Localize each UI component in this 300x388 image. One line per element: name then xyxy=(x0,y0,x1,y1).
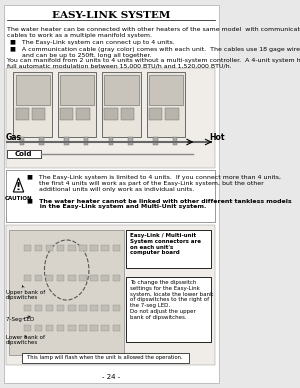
FancyBboxPatch shape xyxy=(126,277,211,342)
Text: ■   A communication cable (gray color) comes with each unit.  The cables use 18 : ■ A communication cable (gray color) com… xyxy=(11,47,300,58)
FancyBboxPatch shape xyxy=(24,275,31,281)
FancyBboxPatch shape xyxy=(126,230,211,268)
FancyBboxPatch shape xyxy=(57,325,64,331)
Text: This lamp will flash when the unit is allowed the operation.: This lamp will flash when the unit is al… xyxy=(27,355,183,360)
FancyBboxPatch shape xyxy=(102,72,141,137)
Text: EASY-LINK SYSTEM: EASY-LINK SYSTEM xyxy=(52,12,170,21)
Text: Lower bank of
dipswitches: Lower bank of dipswitches xyxy=(6,334,45,345)
Text: ■   The Easy-Link system is limited to 4 units.  If you connect more than 4 unit: ■ The Easy-Link system is limited to 4 u… xyxy=(27,175,281,192)
FancyBboxPatch shape xyxy=(6,225,215,365)
FancyBboxPatch shape xyxy=(68,275,76,281)
FancyBboxPatch shape xyxy=(13,72,52,137)
Text: You can manifold from 2 units to 4 units without a multi-system controller.  A 4: You can manifold from 2 units to 4 units… xyxy=(8,58,300,69)
Polygon shape xyxy=(13,178,24,192)
FancyBboxPatch shape xyxy=(6,170,215,222)
FancyBboxPatch shape xyxy=(104,108,118,120)
Text: Upper bank of
dipswitches: Upper bank of dipswitches xyxy=(6,286,45,300)
Text: ■   The water heater cannot be linked with other different tankless models
     : ■ The water heater cannot be linked with… xyxy=(27,198,291,209)
FancyBboxPatch shape xyxy=(90,275,98,281)
FancyBboxPatch shape xyxy=(60,108,73,120)
FancyBboxPatch shape xyxy=(20,137,24,145)
FancyBboxPatch shape xyxy=(76,108,90,120)
FancyBboxPatch shape xyxy=(101,245,109,251)
FancyBboxPatch shape xyxy=(35,275,42,281)
FancyBboxPatch shape xyxy=(90,325,98,331)
Text: - 24 -: - 24 - xyxy=(102,374,120,380)
FancyBboxPatch shape xyxy=(79,325,87,331)
FancyBboxPatch shape xyxy=(172,137,177,145)
FancyBboxPatch shape xyxy=(147,72,185,137)
Text: 7-Seg LED: 7-Seg LED xyxy=(6,316,34,322)
FancyBboxPatch shape xyxy=(46,245,53,251)
FancyBboxPatch shape xyxy=(24,245,31,251)
FancyBboxPatch shape xyxy=(35,245,42,251)
FancyBboxPatch shape xyxy=(32,108,45,120)
FancyBboxPatch shape xyxy=(8,150,41,158)
Text: Gas: Gas xyxy=(6,133,22,142)
FancyBboxPatch shape xyxy=(104,75,139,105)
FancyBboxPatch shape xyxy=(90,305,98,311)
FancyBboxPatch shape xyxy=(68,305,76,311)
FancyBboxPatch shape xyxy=(121,108,134,120)
Text: ■   The Easy-Link system can connect up to 4 units.: ■ The Easy-Link system can connect up to… xyxy=(11,40,175,45)
FancyBboxPatch shape xyxy=(57,275,64,281)
FancyBboxPatch shape xyxy=(153,137,158,145)
FancyBboxPatch shape xyxy=(46,325,53,331)
FancyBboxPatch shape xyxy=(101,325,109,331)
FancyBboxPatch shape xyxy=(101,275,109,281)
FancyBboxPatch shape xyxy=(109,137,113,145)
FancyBboxPatch shape xyxy=(149,108,162,120)
FancyBboxPatch shape xyxy=(101,305,109,311)
Text: Easy-Link / Multi-unit
System connectors are
on each unit's
computer board: Easy-Link / Multi-unit System connectors… xyxy=(130,233,201,255)
Text: The water heater can be connected with other heaters of the same model  with com: The water heater can be connected with o… xyxy=(8,27,300,38)
FancyBboxPatch shape xyxy=(9,230,124,355)
FancyBboxPatch shape xyxy=(24,305,31,311)
FancyBboxPatch shape xyxy=(16,108,29,120)
FancyBboxPatch shape xyxy=(149,75,183,105)
FancyBboxPatch shape xyxy=(79,305,87,311)
FancyBboxPatch shape xyxy=(22,353,189,363)
FancyBboxPatch shape xyxy=(57,305,64,311)
FancyBboxPatch shape xyxy=(79,275,87,281)
FancyBboxPatch shape xyxy=(112,325,120,331)
Text: To change the dipswitch
settings for the Easy-Link
system, locate the lower bank: To change the dipswitch settings for the… xyxy=(130,280,213,320)
FancyBboxPatch shape xyxy=(64,137,69,145)
FancyBboxPatch shape xyxy=(6,68,215,168)
FancyBboxPatch shape xyxy=(39,137,44,145)
FancyBboxPatch shape xyxy=(79,245,87,251)
FancyBboxPatch shape xyxy=(35,305,42,311)
FancyBboxPatch shape xyxy=(60,75,94,105)
Text: Cold: Cold xyxy=(15,151,32,157)
FancyBboxPatch shape xyxy=(84,137,88,145)
FancyBboxPatch shape xyxy=(4,5,218,383)
Text: CAUTION: CAUTION xyxy=(5,196,32,201)
FancyBboxPatch shape xyxy=(90,245,98,251)
FancyBboxPatch shape xyxy=(112,305,120,311)
FancyBboxPatch shape xyxy=(58,72,96,137)
FancyBboxPatch shape xyxy=(128,137,133,145)
FancyBboxPatch shape xyxy=(68,325,76,331)
Text: Hot: Hot xyxy=(210,133,225,142)
FancyBboxPatch shape xyxy=(46,275,53,281)
FancyBboxPatch shape xyxy=(16,75,50,105)
FancyBboxPatch shape xyxy=(46,305,53,311)
FancyBboxPatch shape xyxy=(68,245,76,251)
FancyBboxPatch shape xyxy=(112,245,120,251)
Text: !: ! xyxy=(16,182,21,192)
FancyBboxPatch shape xyxy=(112,275,120,281)
FancyBboxPatch shape xyxy=(35,325,42,331)
FancyBboxPatch shape xyxy=(165,108,178,120)
FancyBboxPatch shape xyxy=(57,245,64,251)
FancyBboxPatch shape xyxy=(24,325,31,331)
